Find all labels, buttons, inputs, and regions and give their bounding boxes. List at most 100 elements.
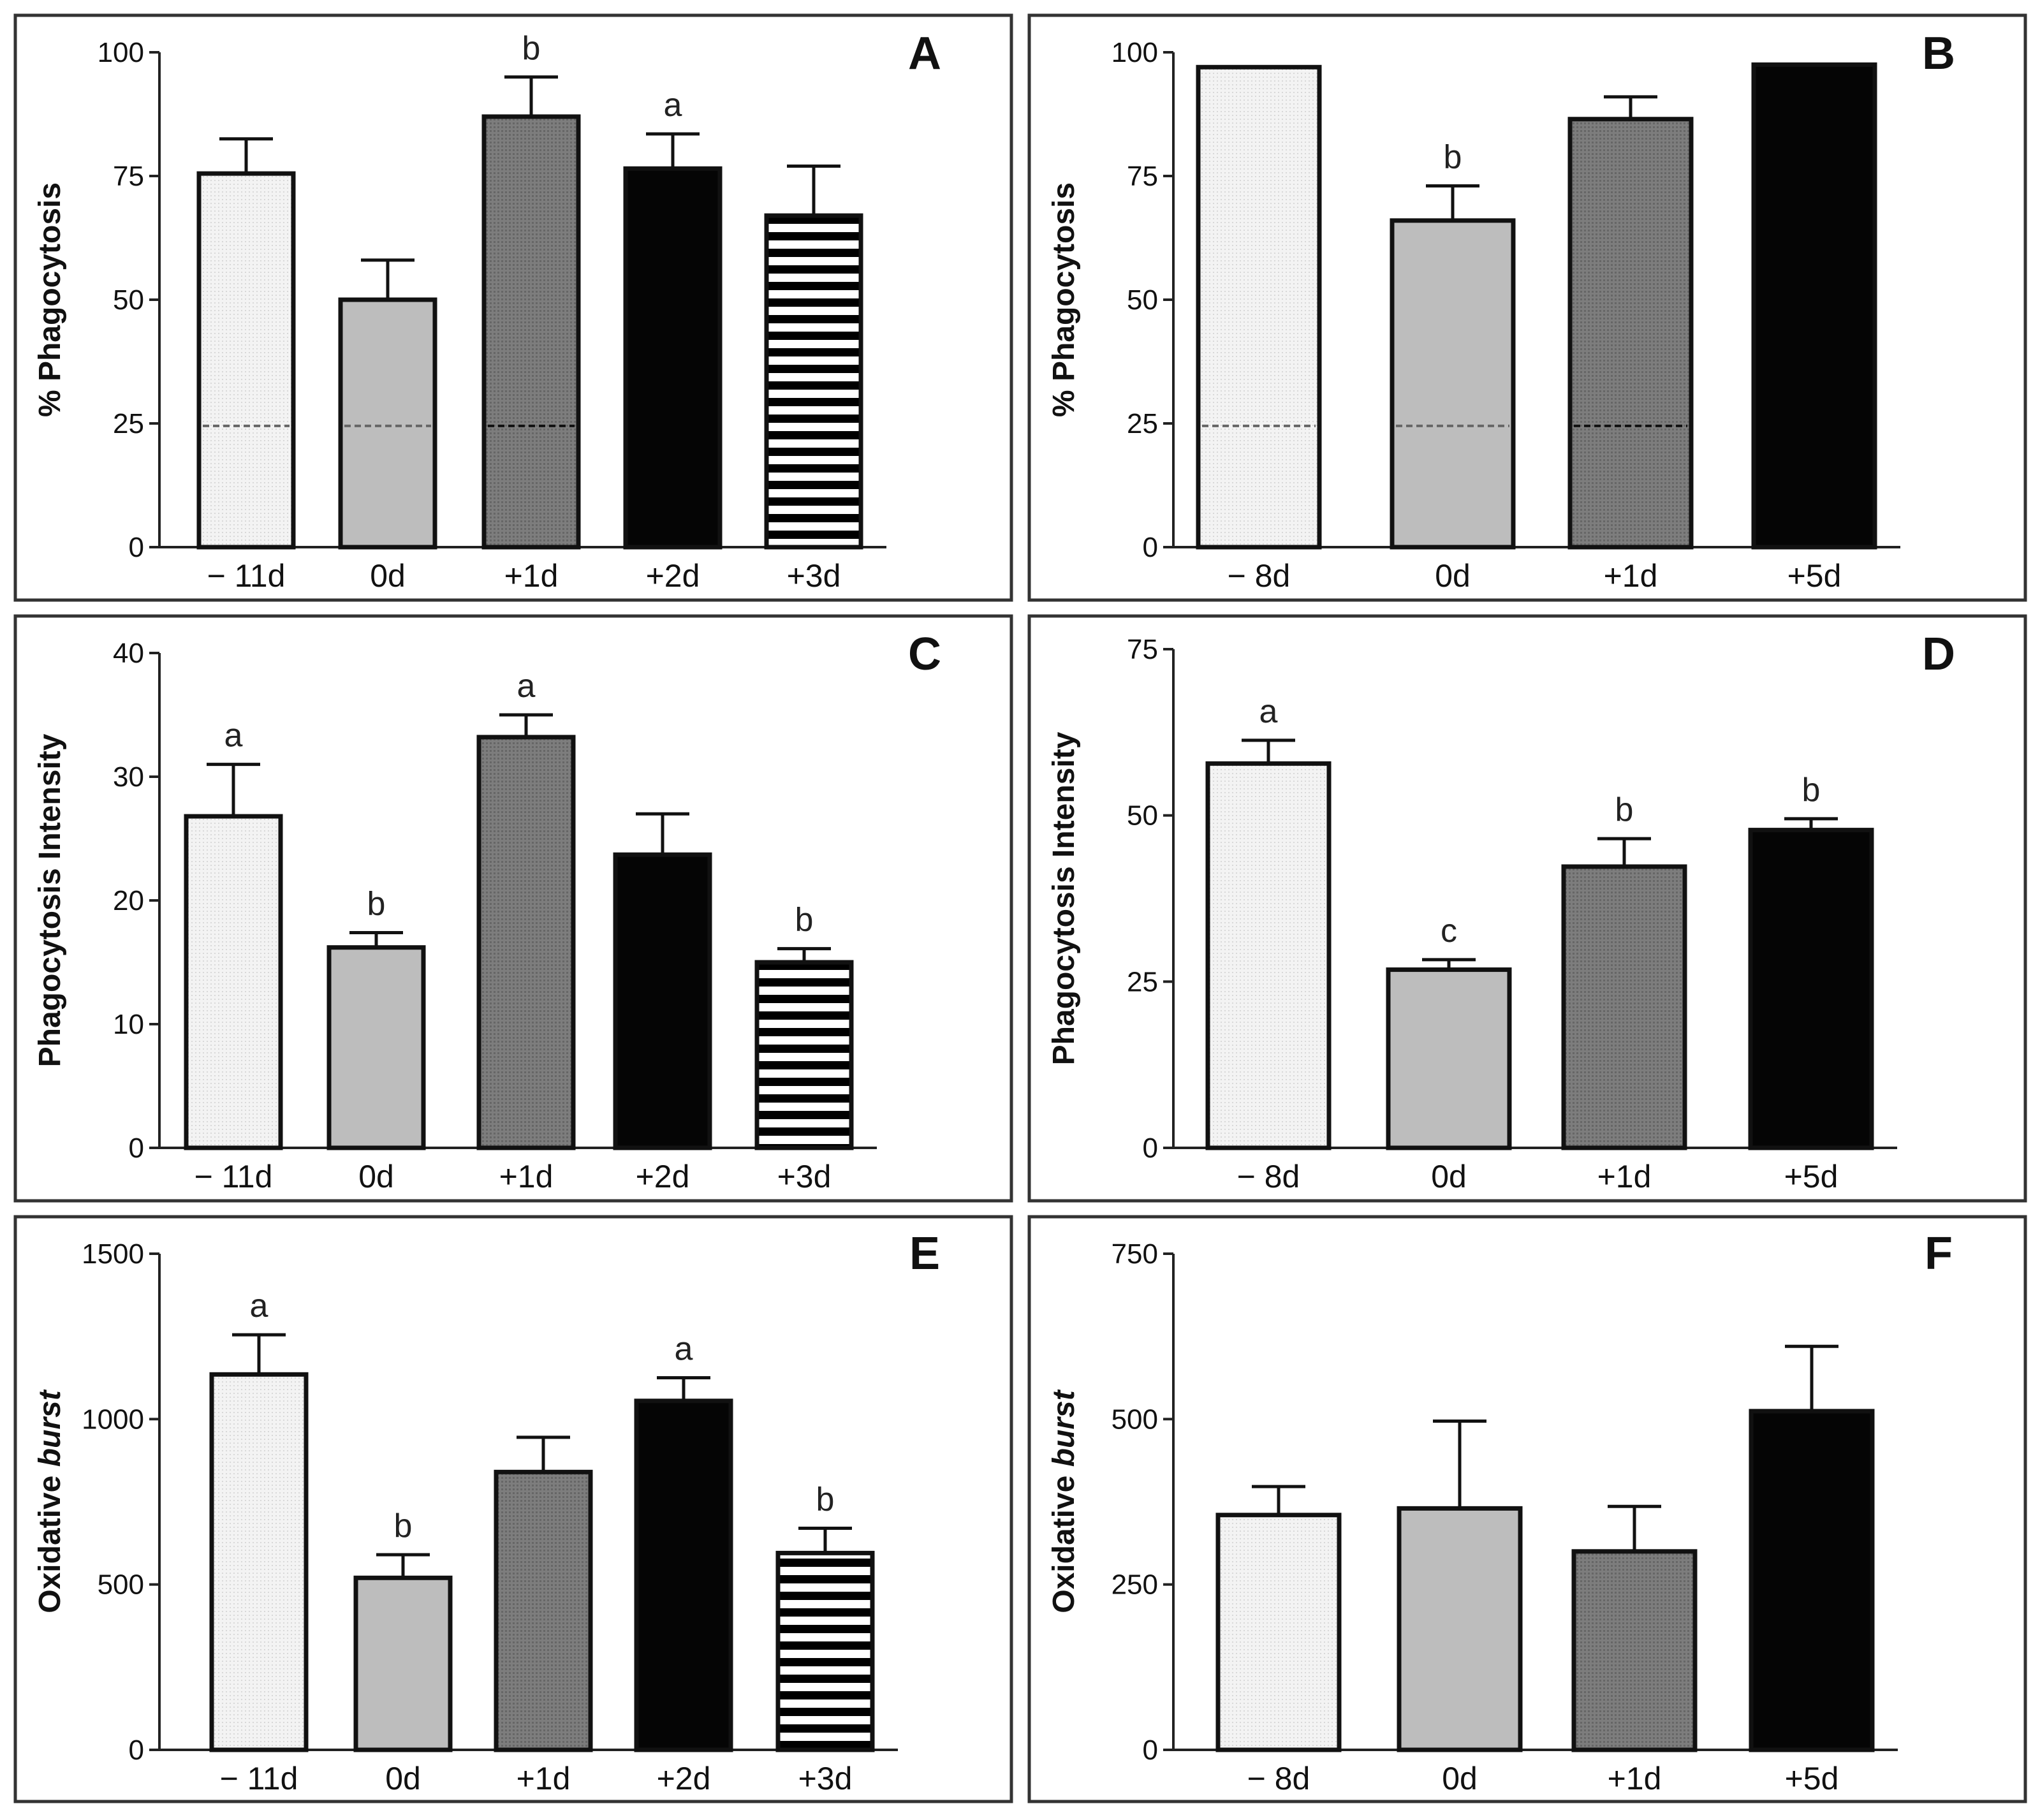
category-label: 0d	[358, 1159, 394, 1194]
panel-frame	[1027, 1215, 2027, 1803]
y-axis-label-italic: burst	[33, 1389, 67, 1467]
category-label: +1d	[504, 558, 559, 594]
significance-label: b	[1615, 791, 1634, 828]
bar	[754, 960, 854, 1150]
category-label: +5d	[1785, 1761, 1839, 1796]
panel-b: 0 25 50 75 100 % Phagocytosis B − 8d b 0d +1d +5d	[1027, 13, 2027, 602]
y-tick-label: 25	[1127, 966, 1158, 997]
bar	[634, 1398, 733, 1752]
y-axis-label-plain: Oxidative	[1047, 1467, 1081, 1613]
y-tick-label: 50	[1127, 800, 1158, 832]
category-label: − 8d	[1247, 1761, 1310, 1796]
bar	[1561, 864, 1687, 1150]
y-tick-label: 1000	[82, 1404, 144, 1435]
category-label: − 11d	[220, 1761, 298, 1796]
panel-c: 0 10 20 30 40 Phagocytosis Intensity Ca − 11d b 0…	[13, 614, 1013, 1203]
y-tick-label: 40	[113, 638, 144, 669]
category-label: +1d	[1604, 558, 1658, 594]
y-tick-label: 1500	[82, 1238, 144, 1270]
category-label: − 11d	[194, 1159, 273, 1194]
y-axis-label: Phagocytosis Intensity	[1047, 731, 1081, 1065]
y-tick-label: 0	[1143, 532, 1158, 563]
category-label: 0d	[1435, 558, 1471, 594]
y-tick-label: 25	[1127, 408, 1158, 439]
bar	[1567, 117, 1694, 550]
significance-label: c	[1441, 913, 1457, 950]
y-axis-label: Phagocytosis Intensity	[33, 733, 67, 1067]
panel-e: 0 500 1000 1500 Oxidative burst Ea − 11d b 0d +1d…	[13, 1215, 1013, 1803]
bar	[1215, 1513, 1342, 1752]
category-label: 0d	[370, 558, 406, 594]
category-label: +3d	[787, 558, 841, 594]
y-tick-label: 50	[1127, 284, 1158, 316]
panel-a: 0 25 50 75 100 % Phagocytosis A − 11d 0d b +1d a +2d…	[13, 13, 1013, 602]
significance-label: a	[664, 87, 682, 124]
bar	[209, 1372, 309, 1752]
y-axis-label: % Phagocytosis	[33, 182, 67, 417]
bar	[1751, 62, 1877, 550]
panel-frame	[1027, 614, 2027, 1203]
category-label: +2d	[657, 1761, 711, 1796]
bar	[476, 735, 576, 1150]
category-label: +1d	[1597, 1159, 1652, 1194]
significance-label: a	[1259, 693, 1278, 730]
significance-label: b	[816, 1481, 835, 1518]
significance-label: a	[517, 668, 536, 705]
y-axis-label: % Phagocytosis	[1047, 182, 1081, 417]
panel-letter: A	[908, 28, 941, 79]
y-tick-label: 750	[1112, 1238, 1158, 1270]
y-tick-label: 0	[129, 532, 144, 563]
bar	[623, 166, 723, 550]
category-label: 0d	[385, 1761, 421, 1796]
y-tick-label: 500	[98, 1569, 144, 1601]
y-axis-label: Oxidative burst	[1047, 1389, 1081, 1613]
bar	[327, 945, 426, 1150]
bar	[613, 852, 712, 1150]
category-label: − 8d	[1237, 1159, 1300, 1194]
bar	[338, 297, 437, 550]
y-tick-label: 500	[1112, 1404, 1158, 1435]
y-tick-label: 100	[1112, 37, 1158, 68]
category-label: − 11d	[207, 558, 286, 594]
y-axis-label-italic: burst	[1047, 1389, 1081, 1467]
bar	[764, 213, 863, 550]
y-tick-label: 25	[113, 408, 144, 439]
significance-label: a	[224, 717, 243, 754]
bar	[481, 114, 581, 550]
y-tick-label: 0	[1143, 1735, 1158, 1766]
panel-f: 0 250 500 750 Oxidative burst F − 8d 0d +1d +5d	[1027, 1215, 2027, 1803]
y-tick-label: 75	[1127, 161, 1158, 192]
category-label: +3d	[798, 1761, 853, 1796]
y-tick-label: 250	[1112, 1569, 1158, 1601]
category-label: 0d	[1431, 1159, 1467, 1194]
category-label: +2d	[646, 558, 700, 594]
category-label: 0d	[1442, 1761, 1478, 1796]
panel-letter: F	[1925, 1228, 1953, 1279]
y-tick-label: 0	[1143, 1133, 1158, 1164]
significance-label: b	[522, 30, 541, 67]
category-label: − 8d	[1228, 558, 1291, 594]
category-label: +1d	[499, 1159, 554, 1194]
y-tick-label: 100	[98, 37, 144, 68]
bar	[1390, 218, 1516, 550]
category-label: +3d	[777, 1159, 832, 1194]
significance-label: b	[367, 885, 386, 922]
significance-label: b	[1444, 139, 1462, 176]
panel-letter: E	[909, 1228, 940, 1279]
bar	[196, 171, 296, 550]
y-tick-label: 20	[113, 885, 144, 916]
significance-label: a	[250, 1288, 268, 1325]
bar	[1397, 1506, 1523, 1752]
y-tick-label: 50	[113, 284, 144, 316]
significance-label: b	[394, 1508, 413, 1545]
y-tick-label: 30	[113, 761, 144, 793]
y-tick-label: 0	[129, 1133, 144, 1164]
bar	[184, 814, 283, 1150]
y-tick-label: 10	[113, 1009, 144, 1040]
panel-letter: B	[1922, 28, 1955, 79]
y-tick-label: 75	[113, 161, 144, 192]
significance-label: b	[795, 902, 814, 939]
bar	[1196, 64, 1322, 550]
y-tick-label: 0	[129, 1735, 144, 1766]
